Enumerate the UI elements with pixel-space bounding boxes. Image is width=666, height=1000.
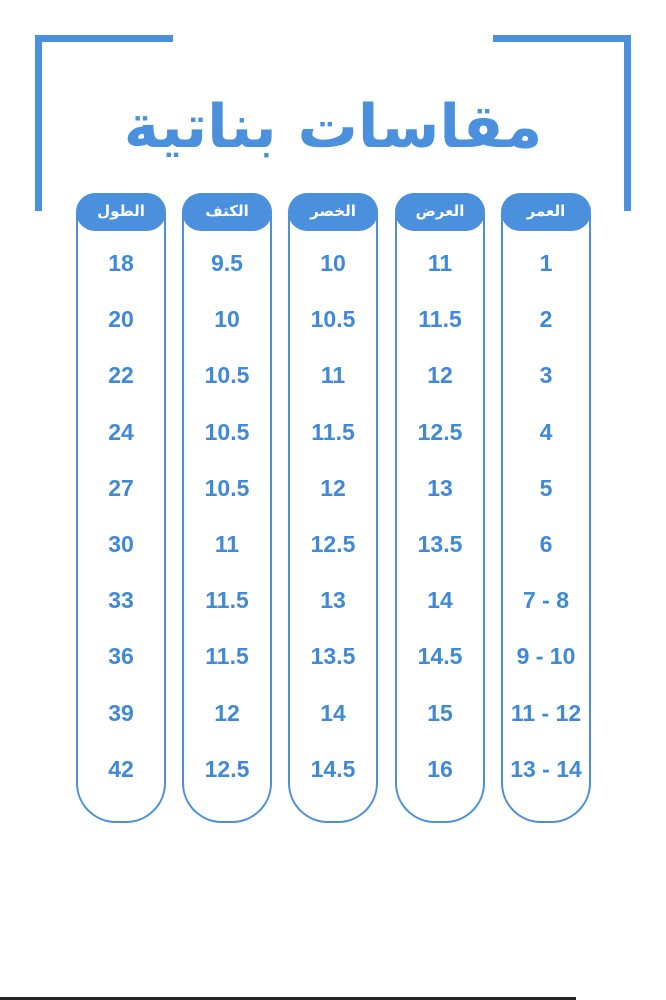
table-cell: 11 — [320, 362, 346, 389]
bracket-right-top — [493, 35, 631, 42]
page-title: مقاسات بناتية — [123, 92, 543, 162]
table-cell: 20 — [108, 306, 134, 333]
column-header: الكتف — [182, 193, 272, 231]
table-cell: 7 - 8 — [522, 587, 570, 614]
table-cell: 30 — [108, 531, 134, 557]
column-header: الخصر — [288, 193, 378, 231]
column-header: العرض — [395, 193, 485, 231]
table-cell: 2 — [539, 306, 553, 333]
table-cell: 6 — [539, 531, 553, 557]
table-cell: 15 — [427, 699, 453, 726]
bracket-right-side — [624, 35, 631, 211]
table-cell: 10.5 — [310, 306, 356, 333]
divider — [0, 997, 576, 1000]
table-cell: 42 — [108, 755, 134, 782]
table-cell: 22 — [108, 362, 134, 389]
column-header: الطول — [76, 193, 166, 231]
table-cell: 36 — [108, 643, 134, 670]
table-cell: 10.5 — [204, 474, 250, 501]
table-cell: 11 - 12 — [510, 699, 582, 726]
table-cell: 11.5 — [418, 306, 462, 333]
table-cell: 12 — [214, 699, 240, 726]
table-cell: 10 — [320, 250, 346, 276]
table-cell: 11 — [214, 531, 240, 557]
table-cell: 11.5 — [311, 418, 355, 445]
table-cell: 9 - 10 — [516, 643, 576, 670]
table-cell: 12 — [320, 474, 346, 501]
table-cell: 24 — [108, 418, 134, 445]
table-cell: 1 — [539, 250, 553, 276]
table-cell: 14.5 — [310, 755, 356, 782]
table-cell: 10.5 — [204, 418, 250, 445]
column-header: العمر — [501, 193, 591, 231]
table-cell: 11 — [427, 250, 453, 276]
table-cell: 33 — [108, 587, 134, 614]
table-cell: 10 — [214, 306, 240, 333]
table-cell: 13.5 — [310, 643, 356, 670]
table-cell: 14 — [320, 699, 346, 726]
table-cell: 14 — [427, 587, 453, 614]
table-column: العمر 1 2 3 4 5 6 7 - 8 9 - 10 11 - 12 13 - 14 — [501, 193, 591, 823]
table-cell: 3 — [539, 362, 553, 389]
table-column: الخصر 10 10.5 11 11.5 12 12.5 13 13.5 14 14.5 — [288, 193, 378, 823]
table-cell: 13 - 14 — [510, 755, 582, 782]
table-cell: 9.5 — [211, 250, 243, 276]
table-cell: 12.5 — [204, 755, 250, 782]
table-cell: 14.5 — [417, 643, 463, 670]
table-cell: 12 — [427, 362, 453, 389]
table-cell: 5 — [539, 474, 553, 501]
bracket-left-top — [35, 35, 173, 42]
table-cell: 16 — [427, 755, 453, 782]
table-column: الكتف 9.5 10 10.5 10.5 10.5 11 11.5 11.5 12 12.5 — [182, 193, 272, 823]
table-column: الطول 18 20 22 24 27 30 33 36 39 42 — [76, 193, 166, 823]
table-cell: 4 — [539, 418, 553, 445]
table-cell: 11.5 — [205, 643, 249, 670]
table-cell: 18 — [108, 250, 134, 276]
bracket-left-side — [35, 35, 42, 211]
table-cell: 13.5 — [417, 531, 463, 557]
table-cell: 11.5 — [205, 587, 249, 614]
table-cell: 27 — [108, 474, 134, 501]
table-cell: 39 — [108, 699, 134, 726]
table-column: العرض 11 11.5 12 12.5 13 13.5 14 14.5 15 16 — [395, 193, 485, 823]
table-cell: 12.5 — [310, 531, 356, 557]
table-cell: 12.5 — [417, 418, 463, 445]
table-cell: 10.5 — [204, 362, 250, 389]
table-cell: 13 — [427, 474, 453, 501]
table-cell: 13 — [320, 587, 346, 614]
